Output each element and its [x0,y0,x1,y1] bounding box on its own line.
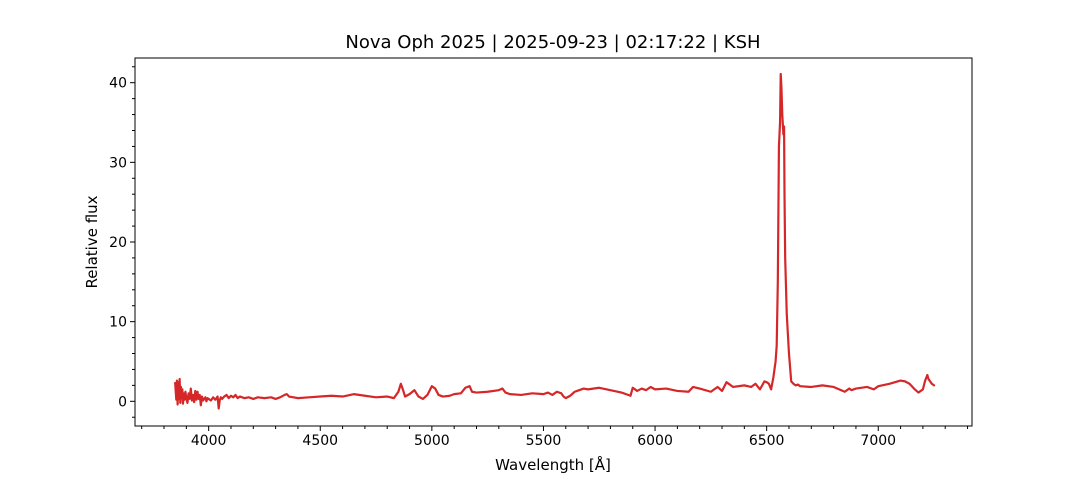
y-tick-label: 10 [109,315,127,331]
y-tick-label: 30 [109,155,127,171]
axes-layer: 4000 4500 5000 5500 6000 6500 7000 0 10 20 30 40 [109,66,969,449]
chart-title: Nova Oph 2025 | 2025-09-23 | 02:17:22 | … [345,32,760,53]
x-tick-label: 7000 [860,433,896,449]
spectrum-line [174,72,936,410]
plot-frame [134,57,973,427]
y-tick-label: 0 [118,394,127,410]
y-tick-label: 40 [109,76,127,92]
x-tick-label: 5500 [526,433,562,449]
x-axis-label: Wavelength [Å] [495,455,611,474]
x-tick-label: 6000 [637,433,673,449]
y-axis-label: Relative flux [83,195,101,288]
x-tick-label: 6500 [749,433,785,449]
x-tick-label: 4000 [191,433,227,449]
x-tick-label: 4500 [302,433,338,449]
series-layer [174,72,936,410]
y-tick-label: 20 [109,235,127,251]
x-tick-label: 5000 [414,433,450,449]
